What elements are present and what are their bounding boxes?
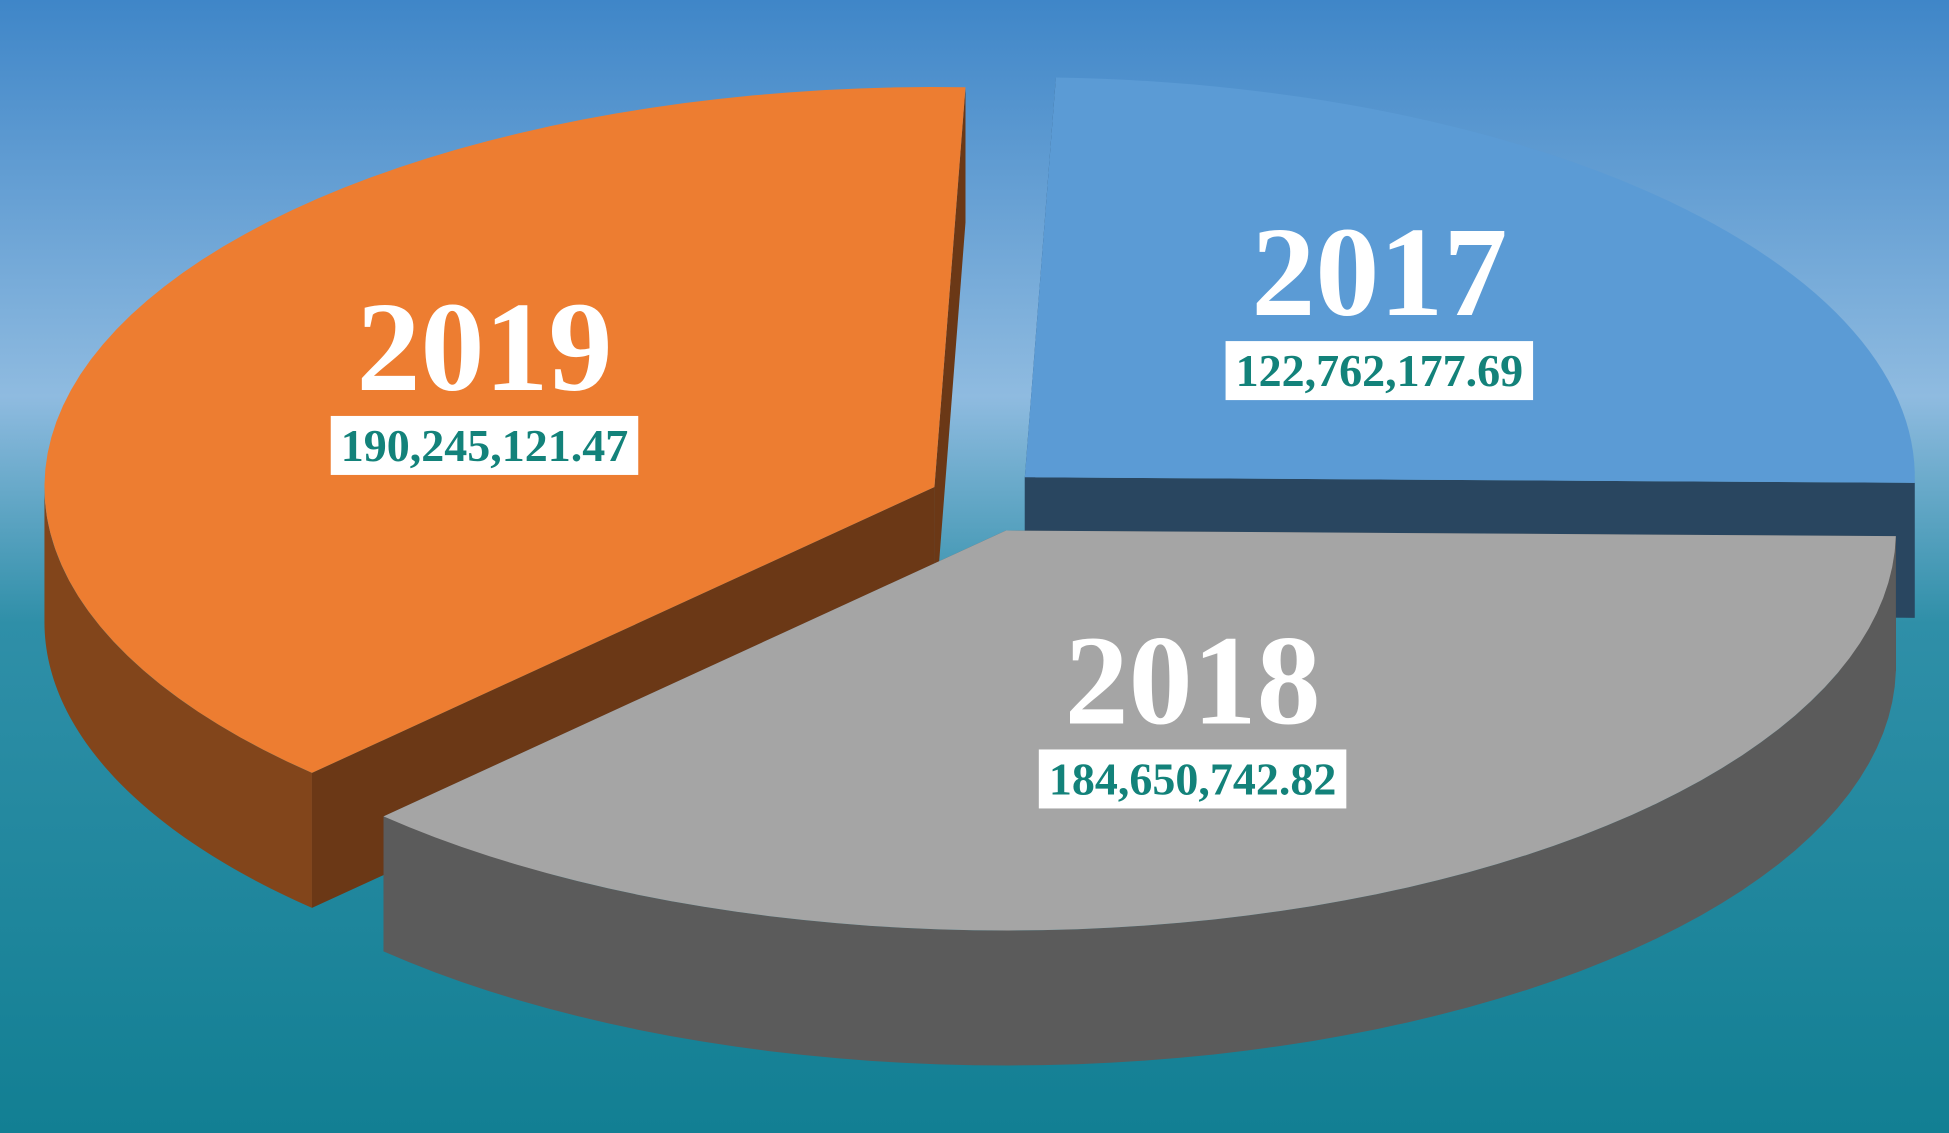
slice-wall: [383, 536, 1896, 1066]
value-label: 122,762,177.69: [1236, 345, 1524, 396]
slice-category: 2017: [1251, 201, 1507, 343]
slice-wall: [44, 487, 312, 908]
slice-category: 2018: [1065, 609, 1321, 751]
value-label-box: [1038, 749, 1347, 809]
slice-side: [934, 87, 966, 623]
slice-category: 2019: [356, 276, 612, 418]
slice: [383, 530, 1896, 931]
value-label-box: [330, 415, 639, 475]
value-label: 184,650,742.82: [1049, 753, 1337, 804]
value-label-box: [1225, 341, 1534, 401]
value-label: 190,245,121.47: [341, 420, 629, 471]
